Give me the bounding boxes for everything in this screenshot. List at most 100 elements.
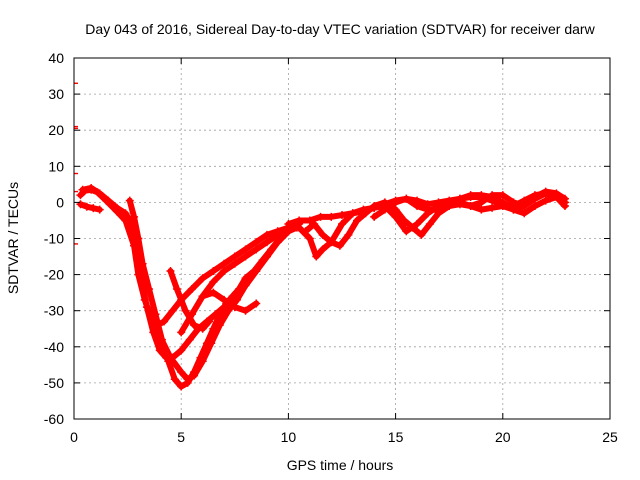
data-point [112, 203, 121, 212]
x-tick-label: 10 [281, 429, 297, 445]
data-point [327, 212, 336, 221]
data-point [160, 317, 169, 326]
data-point [552, 192, 561, 201]
data-point [273, 230, 282, 239]
data-point [89, 204, 98, 213]
data-point [530, 202, 539, 211]
data-point [262, 252, 271, 261]
data-point [380, 205, 389, 214]
data-point [166, 266, 175, 275]
data-points [74, 82, 569, 391]
series-late-dip [145, 220, 304, 384]
data-point [177, 346, 186, 355]
y-tick-label: 40 [48, 50, 64, 66]
data-point [273, 238, 282, 247]
data-point [241, 306, 250, 315]
data-point [190, 371, 199, 380]
data-point [198, 292, 207, 301]
data-point [215, 321, 224, 330]
y-tick-label: 10 [48, 158, 64, 174]
data-point [488, 203, 497, 212]
data-point [230, 303, 239, 312]
data-point [301, 227, 310, 236]
data-point [183, 375, 192, 384]
data-point [241, 252, 250, 261]
data-point [541, 187, 550, 196]
data-point [76, 191, 85, 200]
data-point [190, 321, 199, 330]
data-point [466, 191, 475, 200]
data-point [220, 295, 229, 304]
data-point [391, 198, 400, 207]
data-point [361, 209, 370, 218]
data-point [130, 212, 139, 221]
data-point [335, 241, 344, 250]
data-point [187, 285, 196, 294]
data-point [295, 216, 304, 225]
data-point [509, 205, 518, 214]
data-point [170, 375, 179, 384]
data-point [445, 202, 454, 211]
series-morning-offset [76, 200, 104, 214]
data-point [423, 205, 432, 214]
data-point [76, 200, 85, 209]
data-point [209, 266, 218, 275]
data-point [455, 200, 464, 209]
data-point [177, 328, 186, 337]
data-point [338, 220, 346, 229]
series-outliers [74, 82, 78, 245]
data-point [318, 230, 327, 239]
data-point [530, 192, 539, 201]
y-tick-label: -40 [44, 339, 64, 355]
data-point [230, 259, 239, 268]
data-point [520, 209, 529, 218]
data-point [172, 285, 181, 294]
data-point [241, 245, 250, 254]
data-point [241, 281, 250, 290]
data-point [284, 220, 293, 229]
x-axis-label: GPS time / hours [287, 457, 394, 473]
data-point [305, 234, 314, 243]
data-point [185, 335, 194, 344]
data-point [498, 202, 507, 211]
data-point [232, 295, 241, 304]
data-point [125, 196, 134, 205]
data-point [138, 259, 147, 268]
data-point [316, 212, 325, 221]
y-tick-label: -20 [44, 267, 64, 283]
data-point [310, 220, 319, 229]
data-point [262, 230, 271, 239]
data-point [95, 189, 104, 198]
data-point [338, 211, 346, 220]
data-point [228, 292, 237, 301]
data-point [95, 205, 104, 214]
data-point [82, 202, 91, 211]
data-point [134, 234, 143, 243]
data-point [252, 245, 261, 254]
axis-ticks: 0 5 10 15 20 25 -60 -50 -40 -30 -20 -10 0 10 20 30 40 [44, 50, 618, 445]
data-point [252, 299, 261, 308]
data-point [560, 194, 569, 203]
data-point [198, 324, 207, 333]
data-point [541, 196, 550, 205]
x-tick-label: 5 [177, 429, 185, 445]
x-tick-label: 25 [602, 429, 618, 445]
y-tick-label: -60 [44, 411, 64, 427]
data-point [402, 227, 411, 236]
data-point [205, 317, 214, 326]
data-point [408, 223, 417, 232]
data-point [488, 191, 497, 200]
y-axis-label: SDTVAR / TECUs [5, 182, 21, 294]
data-point [104, 196, 113, 205]
data-point [177, 382, 186, 391]
data-point [284, 227, 293, 236]
data-point [477, 191, 486, 200]
data-point [209, 288, 218, 297]
data-point [87, 183, 96, 192]
data-point [209, 277, 218, 286]
data-point [207, 339, 216, 348]
data-point [252, 238, 261, 247]
data-point [220, 266, 229, 275]
data-point [181, 306, 190, 315]
data-point [198, 274, 207, 283]
